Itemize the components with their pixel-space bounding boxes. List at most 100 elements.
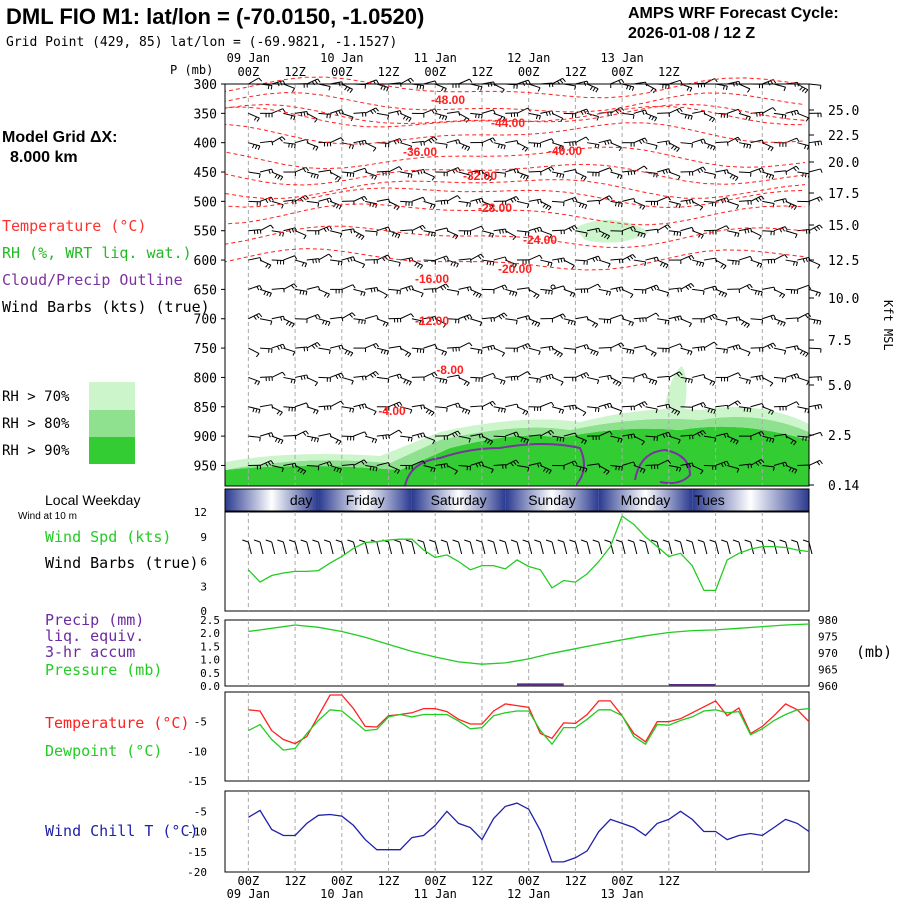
wind-barb (709, 539, 720, 555)
wind-barb (762, 142, 774, 152)
pressure-panel: 0.00.51.01.52.02.5 960 965 970 975 980 (200, 614, 838, 693)
wind-barb (610, 464, 623, 471)
wind-barb (248, 347, 260, 358)
wind-barb (773, 347, 787, 355)
contour-label: -32.00 (463, 169, 497, 183)
wind-barb (703, 341, 718, 349)
wind-barb (633, 401, 648, 408)
bottom-hour-label: 00Z (424, 874, 446, 888)
wind-barb (633, 373, 648, 379)
wind-barb (592, 539, 603, 555)
wind-barb (400, 464, 413, 470)
top-hour-label: 12Z (471, 65, 493, 79)
temperature-contour (224, 103, 806, 125)
wind-barb (516, 259, 530, 264)
wind-barb (727, 372, 742, 378)
wind-barb (750, 288, 763, 296)
wind-barb (458, 171, 471, 180)
contour-label: -8.00 (436, 363, 464, 377)
windchill-line (248, 802, 810, 863)
wind-barb (551, 376, 564, 386)
wind-barb (446, 318, 460, 324)
wind-barb (785, 230, 798, 239)
wind-barb (458, 142, 471, 152)
wind-title: Wind at 10 m (18, 511, 77, 522)
wind-barb (516, 171, 529, 181)
wind-barb (470, 253, 485, 261)
wind-barb (528, 318, 541, 328)
bottom-date-label: 13 Jan (600, 887, 643, 900)
wind-barb (399, 313, 415, 320)
wind-barb (330, 259, 343, 266)
wind-barb (762, 314, 776, 320)
wind-barb (458, 78, 473, 85)
wind-barb (271, 200, 284, 209)
page-title: DML FIO M1: lat/lon = (-70.0150, -1.0520… (6, 4, 424, 29)
pressure-tick-label: 800 (194, 371, 217, 386)
wind-barb (703, 200, 717, 207)
wind-barb (598, 259, 611, 268)
wind-barb (586, 255, 601, 263)
wind-barb (797, 376, 810, 386)
wind-barb (435, 406, 448, 412)
wind-barb (259, 140, 274, 146)
wind-barb (808, 318, 822, 325)
top-hour-label: 00Z (518, 65, 540, 79)
wind-barb (621, 288, 634, 299)
wind-barb (341, 347, 354, 357)
wind-barb (312, 539, 322, 555)
wind-barb (633, 230, 646, 238)
wind-barb (633, 259, 647, 266)
wind-barb (318, 197, 333, 203)
wind-barb (306, 230, 320, 235)
wind-barb (680, 347, 693, 356)
wind-barb (516, 200, 530, 209)
wind-barb (691, 200, 704, 211)
wind-barb (248, 142, 261, 150)
wind-barb (727, 200, 740, 210)
wind-barb (715, 460, 730, 468)
wind-barb (715, 404, 729, 410)
wind-barb (248, 376, 261, 386)
wind-barb (365, 314, 379, 320)
weekday-band (318, 489, 412, 511)
wind-barb (470, 461, 484, 468)
wind-barb (516, 142, 529, 152)
wind-barb (791, 539, 801, 555)
wind-barb (540, 465, 552, 475)
wind-barb (493, 312, 508, 320)
pressure-tick-label: 965 (818, 664, 838, 677)
wind-barb (785, 259, 798, 267)
pressure-tick-label: 750 (194, 342, 217, 357)
temperature-contour (224, 146, 806, 170)
temperature-contour (224, 248, 806, 271)
wind-barb (622, 376, 635, 383)
wind-barb (259, 224, 274, 232)
temperature-contour (224, 163, 806, 186)
wind-barb (645, 142, 658, 150)
wind-barb (551, 406, 565, 414)
chill-tick-label: -20 (187, 866, 207, 879)
wind-barb (563, 460, 578, 466)
bottom-time-axis: 00Z 12Z 00Z 12Z 00Z 12Z 00Z 12Z 00Z 12Z 09 Jan 10 J… (227, 874, 680, 900)
wind-barb (727, 171, 739, 181)
wind-barb (657, 318, 670, 325)
pressure-tick-label: 500 (194, 195, 217, 210)
wind-barb (423, 136, 438, 144)
wind-barb (633, 109, 648, 115)
bottom-hour-label: 12Z (471, 874, 493, 888)
rh-70-area (225, 407, 809, 470)
wind-barb (692, 346, 706, 352)
wind-barb (265, 539, 276, 555)
top-date-label: 11 Jan (414, 51, 457, 65)
wind-barb (435, 142, 448, 149)
precip-bar (668, 684, 716, 686)
wind-barb (388, 317, 402, 323)
wind-barb (703, 376, 716, 386)
wind-barb (341, 112, 354, 122)
weekday-label: Monday (621, 492, 671, 508)
rh-70-swatch (89, 382, 135, 410)
temperature-label: Temperature (°C) (45, 714, 190, 732)
wind-barb (365, 464, 378, 472)
wind-barb (738, 255, 753, 261)
